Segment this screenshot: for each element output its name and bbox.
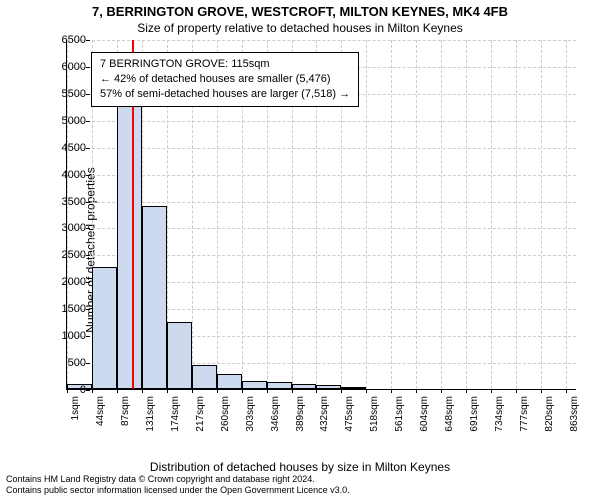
- vgridline: [491, 40, 492, 389]
- x-tick: 217sqm: [195, 396, 206, 432]
- y-tick: 5500: [62, 88, 86, 100]
- x-tick: 518sqm: [369, 396, 380, 432]
- bar: [316, 385, 341, 389]
- y-tick: 1000: [62, 330, 86, 342]
- x-tick: 389sqm: [295, 396, 306, 432]
- footer-line1: Contains HM Land Registry data © Crown c…: [6, 474, 594, 485]
- x-tick-mark: [142, 389, 143, 393]
- y-tick: 3000: [62, 222, 86, 234]
- vgridline: [516, 40, 517, 389]
- vgridline: [466, 40, 467, 389]
- x-tick-mark: [516, 389, 517, 393]
- x-tick: 820sqm: [544, 396, 555, 432]
- bar: [92, 267, 117, 389]
- bar: [267, 382, 292, 389]
- bar: [192, 365, 217, 389]
- annotation-line1: 7 BERRINGTON GROVE: 115sqm: [100, 57, 350, 72]
- y-tick: 3500: [62, 196, 86, 208]
- y-tick: 2000: [62, 276, 86, 288]
- x-tick: 44sqm: [95, 396, 106, 426]
- x-tick: 1sqm: [70, 396, 81, 420]
- bar: [292, 384, 317, 389]
- gridline: [67, 148, 576, 149]
- gridline: [67, 40, 576, 41]
- x-tick: 174sqm: [170, 396, 181, 432]
- vgridline: [541, 40, 542, 389]
- chart-subtitle: Size of property relative to detached ho…: [0, 21, 600, 35]
- x-tick-mark: [341, 389, 342, 393]
- y-tick: 4000: [62, 169, 86, 181]
- x-tick-mark: [441, 389, 442, 393]
- plot-area: 7 BERRINGTON GROVE: 115sqm← 42% of detac…: [66, 40, 576, 390]
- x-tick: 475sqm: [344, 396, 355, 432]
- x-tick: 87sqm: [120, 396, 131, 426]
- y-tick: 6500: [62, 34, 86, 46]
- y-tick: 1500: [62, 303, 86, 315]
- y-tick: 5000: [62, 115, 86, 127]
- vgridline: [566, 40, 567, 389]
- chart-title: 7, BERRINGTON GROVE, WESTCROFT, MILTON K…: [0, 4, 600, 19]
- y-tick: 500: [68, 357, 86, 369]
- bar: [142, 206, 167, 389]
- x-tick: 303sqm: [245, 396, 256, 432]
- x-tick: 346sqm: [270, 396, 281, 432]
- x-tick-mark: [491, 389, 492, 393]
- x-tick: 691sqm: [469, 396, 480, 432]
- x-tick-mark: [366, 389, 367, 393]
- x-tick-mark: [167, 389, 168, 393]
- x-tick-mark: [217, 389, 218, 393]
- bar: [242, 381, 267, 389]
- x-tick: 604sqm: [419, 396, 430, 432]
- x-tick-mark: [416, 389, 417, 393]
- vgridline: [441, 40, 442, 389]
- x-tick-mark: [466, 389, 467, 393]
- x-tick-mark: [67, 389, 68, 393]
- gridline: [67, 121, 576, 122]
- annotation-line2: ← 42% of detached houses are smaller (5,…: [100, 72, 350, 87]
- y-tick: 0: [80, 384, 86, 396]
- bar: [117, 87, 142, 389]
- gridline: [67, 175, 576, 176]
- x-axis-label: Distribution of detached houses by size …: [0, 460, 600, 474]
- bar: [341, 387, 366, 389]
- x-tick: 734sqm: [494, 396, 505, 432]
- bar: [167, 322, 192, 389]
- x-tick-mark: [316, 389, 317, 393]
- footer: Contains HM Land Registry data © Crown c…: [0, 474, 600, 500]
- x-tick: 777sqm: [519, 396, 530, 432]
- x-tick-mark: [391, 389, 392, 393]
- x-tick-mark: [292, 389, 293, 393]
- annotation-box: 7 BERRINGTON GROVE: 115sqm← 42% of detac…: [91, 52, 359, 107]
- x-tick-mark: [541, 389, 542, 393]
- annotation-line3: 57% of semi-detached houses are larger (…: [100, 87, 350, 102]
- footer-line2: Contains public sector information licen…: [6, 485, 594, 496]
- vgridline: [391, 40, 392, 389]
- x-tick: 863sqm: [569, 396, 580, 432]
- chart: 7, BERRINGTON GROVE, WESTCROFT, MILTON K…: [0, 0, 600, 500]
- bar: [217, 374, 242, 389]
- x-tick: 432sqm: [319, 396, 330, 432]
- y-tick: 6000: [62, 61, 86, 73]
- x-tick-mark: [566, 389, 567, 393]
- vgridline: [416, 40, 417, 389]
- x-tick: 648sqm: [444, 396, 455, 432]
- x-tick-mark: [192, 389, 193, 393]
- gridline: [67, 202, 576, 203]
- x-tick: 561sqm: [394, 396, 405, 432]
- x-tick-mark: [117, 389, 118, 393]
- x-tick-mark: [267, 389, 268, 393]
- vgridline: [366, 40, 367, 389]
- x-tick: 131sqm: [145, 396, 156, 432]
- y-tick: 4500: [62, 142, 86, 154]
- y-tick: 2500: [62, 249, 86, 261]
- x-tick: 260sqm: [220, 396, 231, 432]
- x-tick-mark: [92, 389, 93, 393]
- x-tick-mark: [242, 389, 243, 393]
